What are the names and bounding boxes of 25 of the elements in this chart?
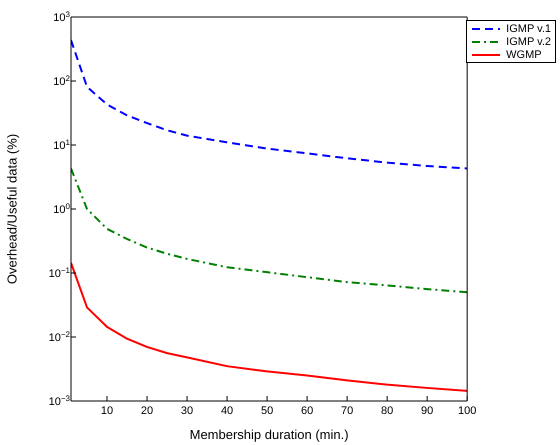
y-tick-label: 10$^{0}$ xyxy=(53,202,71,216)
x-tick-label: 70 xyxy=(340,404,354,417)
y-tick-label: 10$^{−1}$ xyxy=(48,266,71,280)
y-tick-label: 10$^{3}$ xyxy=(53,10,71,24)
y-axis-title: Overhead/Useful data (%) xyxy=(4,134,20,284)
x-tick-label: 40 xyxy=(220,404,234,417)
y-tick-label: 10$^{1}$ xyxy=(53,138,71,152)
x-tick-label: 80 xyxy=(381,404,394,417)
y-tick-label: 10$^{2}$ xyxy=(53,74,71,88)
line-series xyxy=(71,39,468,170)
y-tick-label: 10$^{−2}$ xyxy=(48,330,71,344)
legend-label: IGMP v.1 xyxy=(506,22,551,34)
legend-label: WGMP xyxy=(506,48,542,60)
legend-label: IGMP v.2 xyxy=(506,36,551,48)
line-series xyxy=(71,262,468,392)
x-tick-label: 10 xyxy=(100,404,114,417)
x-tick-label: 50 xyxy=(260,404,274,417)
line-series xyxy=(71,167,468,294)
x-tick-label: 100 xyxy=(458,404,476,417)
x-axis-title: Membership duration (min.) xyxy=(190,427,349,442)
x-tick-label: 60 xyxy=(300,404,314,417)
x-tick-label: 20 xyxy=(140,404,154,417)
x-tick-label: 30 xyxy=(180,404,194,417)
x-tick-label: 90 xyxy=(421,404,434,417)
y-tick-label: 10$^{−3}$ xyxy=(48,394,71,408)
